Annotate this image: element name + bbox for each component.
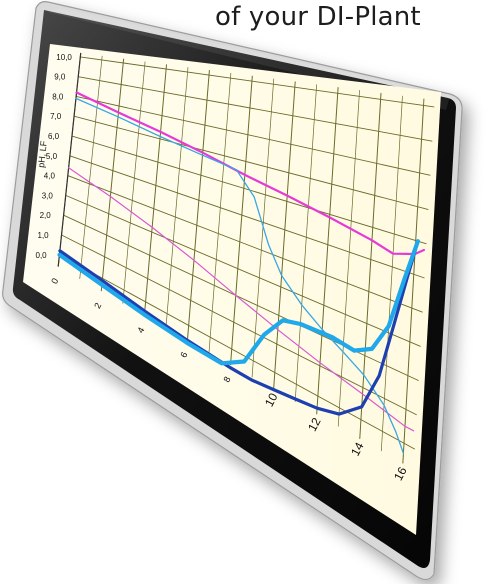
y-tick-label: 2,0 — [40, 211, 52, 220]
x-tick-label: 2 — [92, 301, 103, 310]
grid-line-v — [230, 75, 253, 366]
y-tick-label: 8,0 — [52, 93, 64, 102]
y-tick-label: 6,0 — [48, 132, 60, 141]
chart-grid — [57, 52, 435, 464]
x-tick-labels: 0 2 4 6 8 10 12 14 16 — [49, 276, 410, 482]
x-tick-label: 4 — [135, 326, 146, 335]
tablet-screen — [23, 44, 441, 535]
grid-line-v — [273, 81, 296, 390]
x-tick-label: 12 — [305, 415, 324, 434]
grid-line-v — [402, 98, 425, 464]
x-tick-label: 16 — [391, 464, 410, 483]
grid-line-h — [73, 115, 429, 211]
series-line-1 — [75, 91, 425, 256]
grid-line-h — [78, 76, 433, 142]
x-tick-label: 14 — [348, 440, 367, 459]
series-line-3 — [75, 97, 405, 454]
grid-line-v — [165, 67, 189, 329]
grid-line-v — [316, 87, 339, 415]
grid-line-v — [359, 92, 382, 439]
grid-line-h — [69, 155, 425, 279]
y-tick-label: 9,0 — [54, 73, 66, 82]
chart-area — [57, 52, 435, 464]
grid-line-h — [80, 56, 435, 108]
grid-line-h — [61, 234, 417, 416]
grid-line-v — [337, 90, 360, 427]
grid-line-h — [63, 214, 419, 382]
x-tick-label: 10 — [262, 390, 281, 409]
y-tick-label: 1,0 — [38, 231, 50, 240]
y-tick-label: 10,0 — [56, 53, 72, 62]
grid-line-v — [380, 95, 403, 452]
grid-line-v — [143, 64, 168, 316]
grid-line-v — [294, 84, 318, 402]
grid-line-v — [208, 72, 232, 353]
series-line-5 — [57, 239, 420, 366]
headline-text: of your DI-Plant — [215, 2, 421, 32]
y-tick-labels: 0,0 1,0 2,0 3,0 4,0 5,0 6,0 7,0 8,0 9,0 10,0 — [36, 53, 73, 260]
series-line-4 — [58, 239, 420, 416]
grid-line-h — [65, 194, 421, 347]
grid-line-h — [76, 96, 431, 176]
y-tick-label: 4,0 — [44, 172, 56, 181]
grid-line-h — [67, 175, 423, 313]
y-tick-label: 3,0 — [42, 191, 54, 200]
y-tick-label: 5,0 — [46, 152, 58, 161]
y-tick-label: 7,0 — [50, 112, 62, 121]
bezel-reflection — [48, 8, 450, 110]
grid-line-v — [122, 61, 146, 304]
x-tick-label: 0 — [49, 276, 60, 285]
grid-line-v — [79, 55, 103, 279]
x-tick-label: 8 — [221, 375, 232, 384]
x-tick-label: 6 — [178, 350, 189, 359]
y-tick-label: 0,0 — [36, 251, 48, 260]
grid-line-v — [100, 58, 125, 292]
chart-series — [57, 91, 425, 454]
series-line-2 — [68, 167, 415, 432]
y-axis-line — [57, 52, 82, 267]
y-axis-label: pH, LF — [36, 140, 49, 168]
grid-line-v — [186, 70, 210, 341]
grid-line-h — [59, 254, 415, 450]
